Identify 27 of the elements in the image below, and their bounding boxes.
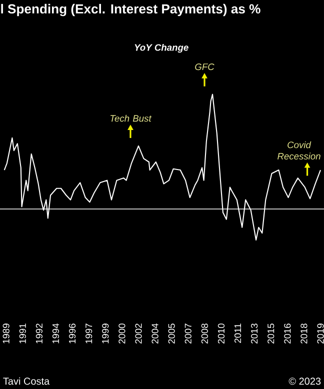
x-tick-label: 2002 (135, 324, 142, 344)
x-tick-label: 2000 (118, 324, 126, 344)
x-tick-label: 2007 (184, 324, 192, 344)
x-tick-label: 1992 (36, 324, 42, 344)
x-tick-label: 2005 (168, 324, 175, 344)
x-tick-label: 1989 (2, 324, 10, 344)
x-tick-label: 1997 (86, 324, 92, 344)
annotation: GFC (195, 63, 214, 70)
x-tick-label: 2008 (201, 324, 208, 344)
x-tick-label: 2016 (284, 324, 291, 344)
annotation: Tech Bust (110, 114, 152, 122)
x-tick-label: 2011 (234, 324, 242, 343)
x-tick-label: 2004 (152, 324, 158, 344)
x-tick-label: 2019 (317, 324, 324, 344)
x-tick-label: 1996 (68, 324, 76, 344)
chart-title: l Spending (Excl. Interest Payments) as % (1, 4, 260, 16)
x-tick-label: 2010 (218, 324, 225, 344)
x-tick-label: 2015 (268, 324, 274, 344)
annotation: Covid Recession (278, 141, 320, 160)
text: Tavi Costa (3, 377, 50, 385)
x-tick-label: 2013 (251, 324, 258, 344)
x-tick-label: 1991 (19, 324, 26, 344)
text: © 2023 (288, 378, 321, 385)
x-tick-label: 1999 (102, 324, 109, 344)
x-tick-label: 1994 (52, 324, 60, 344)
x-tick-label: 2018 (300, 324, 308, 344)
chart-subtitle: YoY Change (134, 44, 188, 53)
